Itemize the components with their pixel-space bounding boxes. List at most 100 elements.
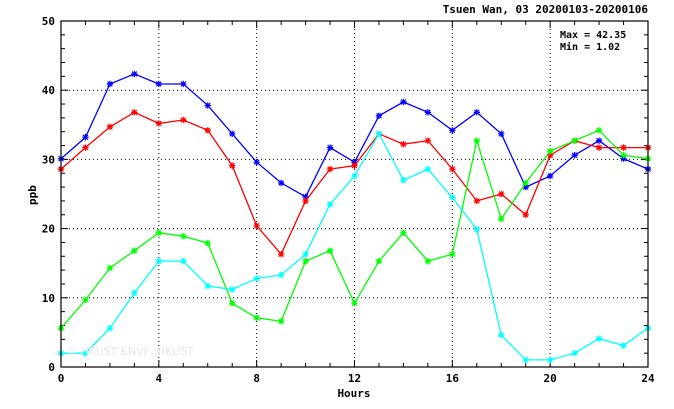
series-4-point <box>253 275 260 282</box>
series-1-point <box>620 155 627 162</box>
series-4-point <box>400 176 407 184</box>
series-1-point <box>424 109 432 116</box>
series-1-point <box>351 158 358 166</box>
series-1-point <box>302 193 309 200</box>
series-4-point <box>204 282 211 290</box>
series-4-point <box>131 289 138 297</box>
series-2-point <box>400 140 407 148</box>
series-1-point <box>229 130 236 137</box>
series-1-point <box>375 112 383 120</box>
series-2-point <box>620 144 627 151</box>
series-1-point <box>106 80 114 88</box>
series-3-point <box>106 264 114 272</box>
series-3-point <box>82 296 89 304</box>
series-1-point <box>180 80 187 88</box>
series-4-point <box>229 286 236 293</box>
series-3-point <box>546 147 554 155</box>
series-2-point <box>449 165 456 173</box>
series-4-point <box>424 165 432 173</box>
series-4-point <box>82 349 89 357</box>
series-1-point <box>155 80 163 88</box>
series-4-point <box>155 257 163 265</box>
series-4-point <box>595 335 603 342</box>
series-2-point <box>82 144 89 151</box>
series-1-point <box>253 158 260 166</box>
series-2-point <box>498 190 505 198</box>
series-3-point <box>595 127 603 134</box>
series-2-point <box>302 197 309 205</box>
series-2-point <box>204 127 211 134</box>
series-2-point <box>424 137 432 144</box>
y-tick-label: 40 <box>42 84 55 97</box>
series-3-point <box>473 137 480 144</box>
series-2-point <box>229 162 236 169</box>
series-2-point <box>595 144 603 151</box>
series-1-point <box>82 134 89 141</box>
series-3-point <box>302 257 309 265</box>
series-2-point <box>106 123 114 131</box>
series-4-point <box>522 356 529 364</box>
series-3-point <box>498 215 505 223</box>
series-4-point <box>326 201 334 208</box>
max-label: Max = 42.35 <box>560 30 626 41</box>
series-1-point <box>131 70 138 78</box>
series-1-point <box>498 130 505 137</box>
series-3-point <box>229 300 236 307</box>
y-tick-label: 20 <box>42 223 55 236</box>
series-1-point <box>522 183 529 191</box>
series-3-point <box>326 247 334 254</box>
series-2-point <box>253 222 260 230</box>
series-3-point <box>620 152 627 159</box>
series-4-point <box>302 251 309 258</box>
series-1-point <box>204 102 211 109</box>
x-tick-label: 16 <box>446 372 460 385</box>
series-4-point <box>351 172 358 180</box>
x-axis-title: Hours <box>337 387 370 400</box>
series-1-point <box>277 179 285 187</box>
series-3-point <box>424 257 432 265</box>
series-1-point <box>449 127 456 134</box>
series-3-point <box>571 137 578 144</box>
series-1-point <box>595 137 603 144</box>
series-3-point <box>155 229 163 236</box>
series-4-point <box>106 325 114 332</box>
series-3-point <box>522 179 529 187</box>
series-3-point <box>180 233 187 240</box>
series-3-point <box>400 229 407 236</box>
x-tick-label: 8 <box>253 372 260 385</box>
series-3-point <box>277 318 285 325</box>
series-4-point <box>571 349 578 357</box>
series-2-point <box>473 197 480 205</box>
series-3-point <box>351 300 358 307</box>
series-2-point <box>277 251 285 258</box>
series-3-point <box>131 247 138 254</box>
series-4-point <box>546 356 554 364</box>
chart-title: Tsuen Wan, 03 20200103-20200106 <box>443 3 649 16</box>
series-4-point <box>620 342 627 349</box>
plot-frame <box>60 20 649 368</box>
y-tick-label: 30 <box>42 153 55 166</box>
x-tick-label: 12 <box>348 372 361 385</box>
series-1-point <box>326 144 334 151</box>
x-tick-label: 24 <box>641 372 655 385</box>
watermark: © HKUST ENVF, HKUST <box>66 345 194 358</box>
x-tick-label: 4 <box>156 372 163 385</box>
series-2-point <box>351 162 358 169</box>
series-4-point <box>473 226 480 233</box>
series-3-point <box>449 251 456 258</box>
series-3-point <box>375 257 383 265</box>
y-axis-title: ppb <box>26 185 39 205</box>
series-2-point <box>131 109 138 116</box>
series-1-point <box>473 109 480 116</box>
series-4-point <box>277 271 285 279</box>
series-4-point <box>498 331 505 339</box>
series-1-point <box>546 172 554 180</box>
series-2-point <box>155 120 163 127</box>
series-1-point <box>400 98 407 106</box>
series-4-point <box>449 194 456 201</box>
min-label: Min = 1.02 <box>560 41 620 53</box>
series-2-point <box>546 152 554 159</box>
series-2-point <box>180 116 187 124</box>
series-1-point <box>571 152 578 159</box>
